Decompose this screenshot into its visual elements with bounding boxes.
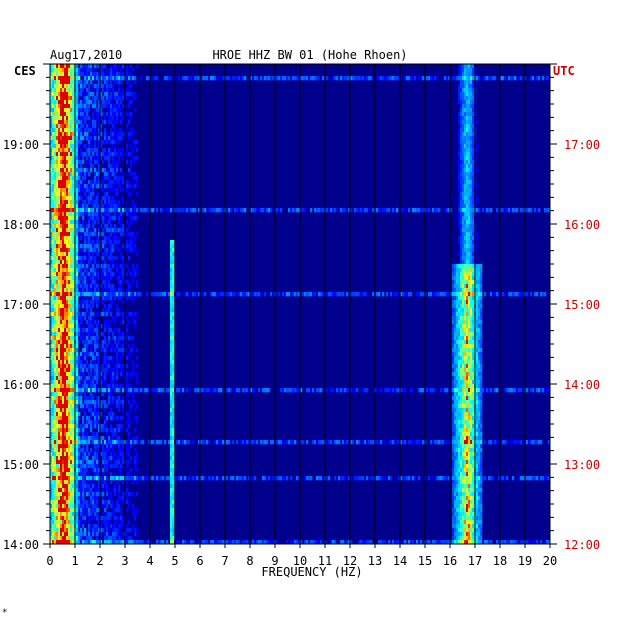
right-zone-label: UTC <box>553 64 575 78</box>
grid-lines <box>49 64 551 544</box>
x-tick-label: 11 <box>318 554 332 568</box>
x-tick-label: 9 <box>271 554 278 568</box>
left-time-label: 14:00 <box>3 538 39 552</box>
left-time-label: 17:00 <box>3 298 39 312</box>
x-tick-label: 17 <box>468 554 482 568</box>
x-tick-label: 12 <box>343 554 357 568</box>
footer-mark: * <box>2 608 7 618</box>
right-time-label: 15:00 <box>564 298 600 312</box>
x-tick-label: 7 <box>221 554 228 568</box>
x-tick-label: 5 <box>171 554 178 568</box>
x-tick-label: 4 <box>146 554 153 568</box>
left-time-label: 19:00 <box>3 138 39 152</box>
right-time-label: 16:00 <box>564 218 600 232</box>
left-time-label: 16:00 <box>3 378 39 392</box>
x-tick-label: 6 <box>196 554 203 568</box>
x-tick-label: 1 <box>71 554 78 568</box>
left-time-label: 18:00 <box>3 218 39 232</box>
right-time-label: 13:00 <box>564 458 600 472</box>
chart-date: Aug17,2010 <box>50 48 122 62</box>
x-axis-label: FREQUENCY (HZ) <box>261 565 362 579</box>
x-tick-label: 16 <box>443 554 457 568</box>
axis-ticks: 0 1 2 3 4 5 6 7 8 9 10 11 12 13 14 15 16 17 18 19 2014:0015:… <box>3 63 600 568</box>
left-time-label: 15:00 <box>3 458 39 472</box>
x-tick-label: 20 <box>543 554 557 568</box>
x-tick-label: 15 <box>418 554 432 568</box>
right-time-label: 12:00 <box>564 538 600 552</box>
x-tick-label: 19 <box>518 554 532 568</box>
x-tick-label: 8 <box>246 554 253 568</box>
x-tick-label: 0 <box>46 554 53 568</box>
x-tick-label: 14 <box>393 554 407 568</box>
x-tick-label: 2 <box>96 554 103 568</box>
x-tick-label: 13 <box>368 554 382 568</box>
left-zone-label: CES <box>14 64 36 78</box>
right-time-label: 17:00 <box>564 138 600 152</box>
x-tick-label: 10 <box>293 554 307 568</box>
chart-title: HROE HHZ BW 01 (Hohe Rhoen) <box>212 48 407 62</box>
x-tick-label: 18 <box>493 554 507 568</box>
x-tick-label: 3 <box>121 554 128 568</box>
right-time-label: 14:00 <box>564 378 600 392</box>
